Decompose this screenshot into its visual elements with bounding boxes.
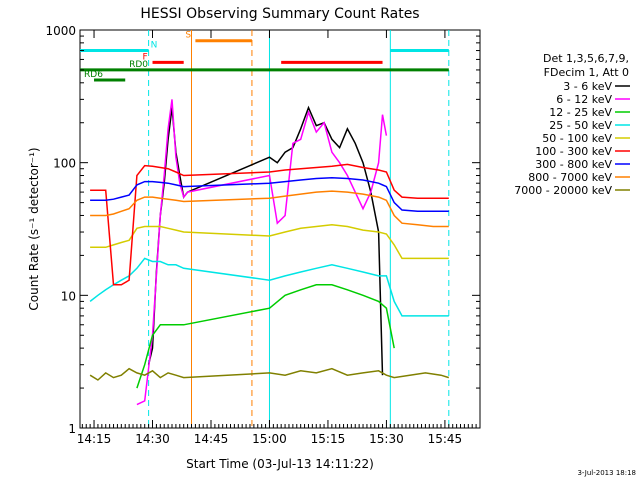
series-line-2 — [136, 284, 395, 389]
x-tick-label-0: 14:15 — [77, 432, 112, 446]
x-axis-label: Start Time (03-Jul-13 14:11:22) — [186, 457, 374, 471]
series-line-8 — [89, 367, 450, 381]
y-axis-label: Count Rate (s⁻¹ detector⁻¹) — [27, 147, 41, 310]
flag-bars: NF S RD0 RD6 — [80, 31, 449, 82]
flag-label-6: RD6 — [84, 70, 103, 80]
legend-header-1: FDecim 1, Att 0 — [544, 66, 629, 79]
chart-title: HESSI Observing Summary Count Rates — [140, 6, 419, 22]
x-tick-label-4: 15:15 — [311, 432, 346, 446]
flag-label-3: S — [185, 31, 191, 41]
legend: Det 1,3,5,6,7,9,FDecim 1, Att 03 - 6 keV… — [514, 52, 630, 197]
flag-label-5: RD0 — [129, 60, 148, 70]
axes-group: 14:15 14:30 14:45 15:00 15:15 15:30 15:45 1 10 10… — [45, 24, 481, 446]
x-tick-label-1: 14:30 — [135, 432, 170, 446]
plot-frame — [79, 29, 481, 429]
y-tick-label-0: 1 — [68, 422, 76, 436]
legend-label-8: 7000 - 20000 keV — [514, 184, 612, 197]
legend-label-2: 12 - 25 keV — [549, 106, 612, 119]
flag-label-2: F — [143, 52, 148, 62]
series-line-5 — [90, 163, 449, 286]
legend-label-7: 800 - 7000 keV — [528, 171, 612, 184]
legend-label-4: 50 - 100 keV — [542, 132, 612, 145]
legend-label-1: 6 - 12 keV — [556, 93, 612, 106]
series-line-1 — [136, 99, 388, 406]
series-group — [89, 99, 450, 406]
x-tick-label-6: 15:45 — [428, 432, 463, 446]
y-tick-label-1: 10 — [61, 289, 76, 303]
legend-header-0: Det 1,3,5,6,7,9, — [543, 52, 629, 65]
x-tick-label-5: 15:30 — [369, 432, 404, 446]
footer-timestamp: 3-Jul-2013 18:18 — [577, 469, 636, 477]
y-tick-label-2: 100 — [53, 157, 76, 171]
flag-label-0: N — [151, 41, 158, 51]
legend-label-6: 300 - 800 keV — [535, 158, 612, 171]
series-line-3 — [89, 257, 449, 317]
legend-label-0: 3 - 6 keV — [563, 80, 612, 93]
legend-label-5: 100 - 300 keV — [535, 145, 612, 158]
y-tick-label-3: 1000 — [45, 24, 76, 38]
series-line-6 — [90, 176, 449, 213]
x-tick-label-2: 14:45 — [194, 432, 229, 446]
series-line-7 — [90, 190, 449, 228]
series-line-0 — [147, 105, 384, 376]
series-line-4 — [90, 224, 449, 260]
x-tick-label-3: 15:00 — [252, 432, 287, 446]
legend-label-3: 25 - 50 keV — [549, 119, 612, 132]
